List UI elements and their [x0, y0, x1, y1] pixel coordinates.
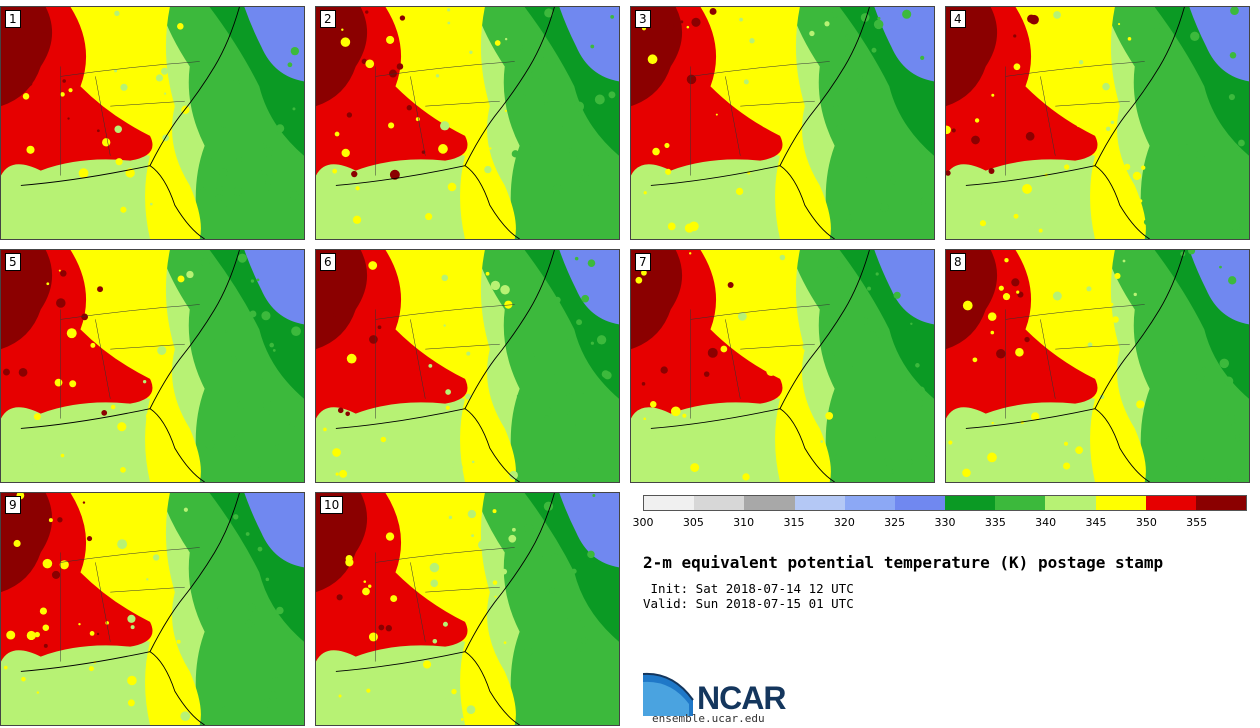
- colorbar: [643, 495, 1247, 511]
- theta-e-field: [316, 493, 619, 725]
- member-panel-4: 4: [945, 6, 1250, 240]
- figure-title: 2-m equivalent potential temperature (K)…: [643, 553, 1164, 572]
- ncar-logo-icon: [643, 672, 694, 716]
- member-number: 1: [5, 10, 21, 28]
- colorbar-swatch: [1095, 496, 1146, 510]
- colorbar-tick-label: 325: [884, 516, 906, 529]
- member-number: 2: [320, 10, 336, 28]
- theta-e-field: [631, 250, 934, 482]
- colorbar-tick-label: 315: [783, 516, 805, 529]
- colorbar-swatch: [995, 496, 1046, 510]
- member-number: 9: [5, 496, 21, 514]
- colorbar-swatch: [894, 496, 946, 510]
- member-panel-10: 10: [315, 492, 620, 726]
- theta-e-field: [316, 250, 619, 482]
- init-time: Init: Sat 2018-07-14 12 UTC: [643, 581, 854, 596]
- colorbar-tick-label: 330: [934, 516, 956, 529]
- colorbar-tick-label: 305: [682, 516, 704, 529]
- colorbar-tick-label: 345: [1085, 516, 1107, 529]
- colorbar-ticks: 300 305 310 315 320 325 330 335 340 345 350 355: [633, 516, 1247, 530]
- colorbar-tick-label: 355: [1186, 516, 1208, 529]
- theta-e-field: [1, 7, 304, 239]
- member-number: 6: [320, 253, 336, 271]
- member-panel-9: 9: [0, 492, 305, 726]
- colorbar-tick-label: 320: [833, 516, 855, 529]
- colorbar-tick-label: 340: [1035, 516, 1057, 529]
- member-panel-3: 3: [630, 6, 935, 240]
- member-panel-8: 8: [945, 249, 1250, 483]
- member-number: 4: [950, 10, 966, 28]
- site-url: ensemble.ucar.edu: [652, 712, 765, 725]
- theta-e-field: [1, 250, 304, 482]
- theta-e-field: [631, 7, 934, 239]
- member-panel-2: 2: [315, 6, 620, 240]
- theta-e-field: [946, 7, 1249, 239]
- member-panel-6: 6: [315, 249, 620, 483]
- colorbar-swatch: [844, 496, 895, 510]
- colorbar-swatch: [1195, 496, 1247, 510]
- valid-time: Valid: Sun 2018-07-15 01 UTC: [643, 596, 854, 611]
- colorbar-swatch: [1045, 496, 1096, 510]
- colorbar-swatch: [794, 496, 845, 510]
- colorbar-swatch: [644, 496, 695, 510]
- colorbar-swatch: [945, 496, 996, 510]
- colorbar-tick-label: 300: [632, 516, 654, 529]
- colorbar-tick-label: 310: [733, 516, 755, 529]
- theta-e-field: [316, 7, 619, 239]
- ncar-logo-text: NCAR: [697, 680, 786, 716]
- theta-e-field: [946, 250, 1249, 482]
- colorbar-swatch: [1145, 496, 1196, 510]
- colorbar-tick-label: 335: [984, 516, 1006, 529]
- member-panel-5: 5: [0, 249, 305, 483]
- member-number: 8: [950, 253, 966, 271]
- member-number: 10: [320, 496, 344, 514]
- member-number: 7: [635, 253, 651, 271]
- colorbar-tick-label: 350: [1135, 516, 1157, 529]
- colorbar-swatch: [694, 496, 745, 510]
- member-number: 5: [5, 253, 21, 271]
- member-panel-7: 7: [630, 249, 935, 483]
- member-number: 3: [635, 10, 651, 28]
- member-panel-1: 1: [0, 6, 305, 240]
- colorbar-swatch: [744, 496, 795, 510]
- theta-e-field: [1, 493, 304, 725]
